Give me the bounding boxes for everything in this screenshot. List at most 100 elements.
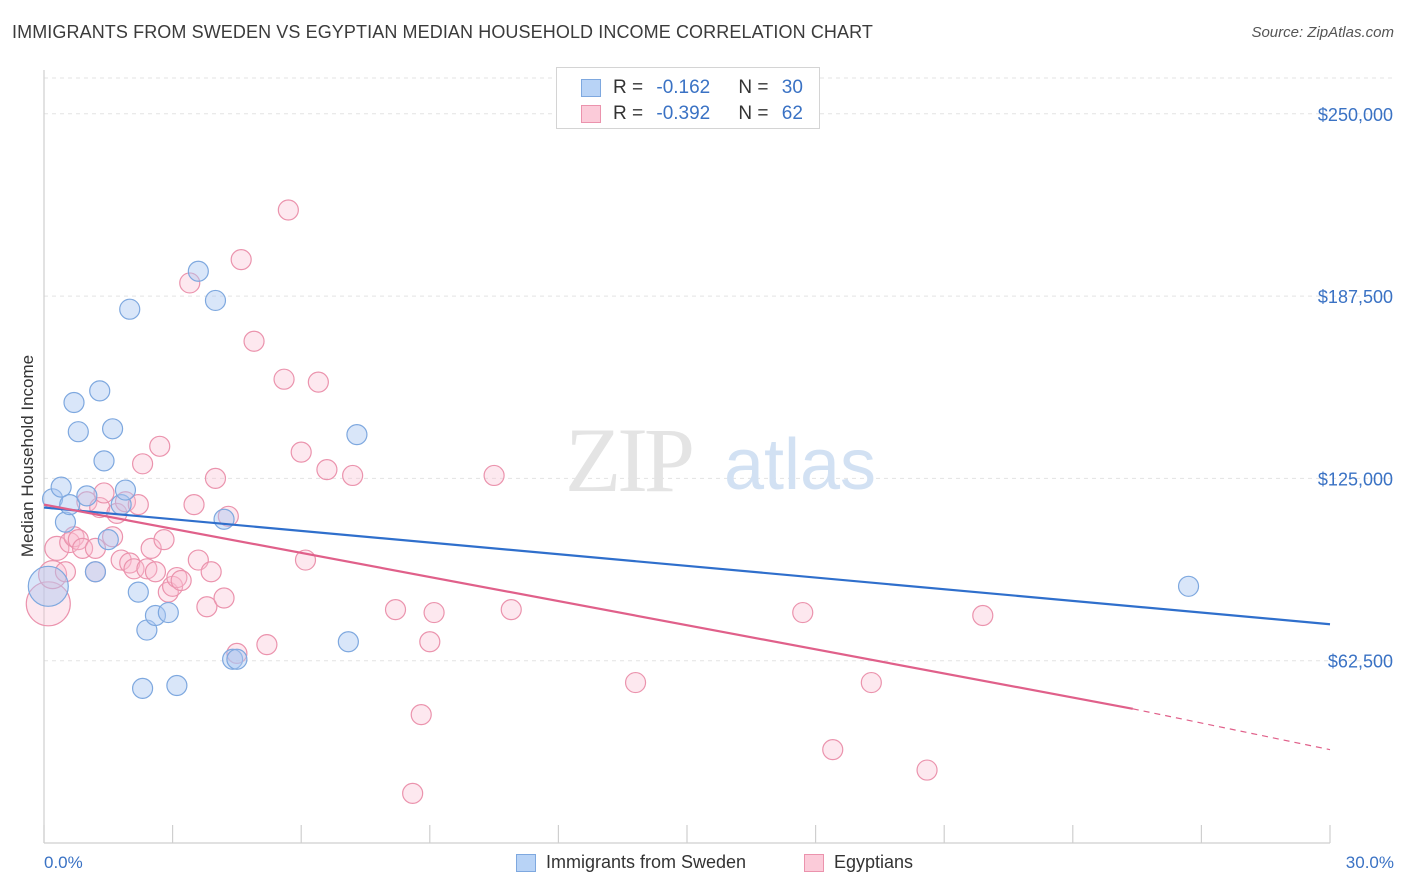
sweden-point [93,450,115,472]
egyptians-point [37,560,68,590]
egyptians-point [183,494,205,516]
sweden-point [101,418,124,440]
n-label: N = [738,77,774,98]
egyptians-point [316,459,338,481]
sweden-trend-line [43,506,1331,626]
sweden-point [337,631,359,653]
sweden-point [50,476,72,498]
egyptians-point [419,631,441,653]
egyptians-point [84,537,107,559]
sweden-point [157,601,179,624]
sweden-point [67,421,89,443]
sweden-point [131,677,154,700]
sweden-point [187,260,209,282]
egyptians-point [213,587,235,609]
egyptians-point [307,371,329,393]
watermark: ZIP atlas [565,409,876,511]
y-tick-labels: $62,500 $125,000 $187,500 $250,000 [1318,105,1393,672]
egyptians-point [54,561,77,583]
egyptians-point [500,599,522,621]
sweden-point [97,529,119,551]
egyptians-point [256,634,278,656]
sweden-point [63,391,85,414]
egyptians-point [127,494,149,516]
egyptians-points [25,199,994,805]
egyptians-point [119,552,141,574]
egyptians-point [402,782,424,805]
n-value-sweden: 30 [781,77,803,98]
source-label: Source: ZipAtlas.com [1251,24,1394,41]
egyptians-point [423,601,445,624]
egyptians-point [140,537,162,559]
y-tick-label: $187,500 [1318,287,1393,307]
egyptians-point [290,441,312,463]
egyptians-point [153,529,175,551]
sweden-points [27,260,1200,700]
sweden-legend-label: Immigrants from Sweden [546,852,747,872]
y-tick-label: $250,000 [1318,105,1393,125]
sweden-point [213,508,235,530]
r-value-sweden: -0.162 [656,77,711,98]
sweden-point [204,289,227,312]
sweden-point [54,511,77,533]
y-axis-label: Median Household Income [18,354,37,558]
n-value-egyptians: 62 [781,103,803,124]
egyptians-point [483,464,505,487]
n-label: N = [738,103,774,124]
egyptians-point [822,739,844,761]
egyptians-point [230,249,252,271]
x-tick-label-min: 0.0% [44,853,83,872]
correlation-legend: R = -0.162 N = 30 R = -0.392 N = 62 [556,67,820,129]
egyptians-point [342,464,364,487]
sweden-point [127,581,149,603]
egyptians-point [179,272,201,294]
egyptians-point [204,467,227,489]
egyptians-legend-swatch [804,853,824,872]
legend-item-egyptians[interactable]: Egyptians [804,852,913,873]
sweden-point [76,485,98,507]
egyptians-point [93,482,115,504]
egyptians-point [916,759,938,781]
egyptians-point [624,671,647,694]
egyptians-trend-line [43,503,1134,710]
r-value-egyptians: -0.392 [656,103,711,124]
legend-row-sweden: R = -0.162 N = 30 [581,76,803,100]
sweden-point [114,479,137,501]
egyptians-point [384,599,407,621]
y-tick-label: $125,000 [1318,469,1393,489]
egyptians-point [792,601,814,624]
trend-lines [43,503,1331,751]
series-legend: Immigrants from Sweden Egyptians [0,852,1406,878]
sweden-point [166,674,188,697]
egyptians-point [226,642,248,664]
egyptians-point [110,549,132,571]
grid-lines [44,77,1395,662]
egyptians-point [243,330,265,352]
sweden-point [84,561,107,583]
r-label: R = [613,77,649,98]
egyptians-point [277,199,299,221]
egyptians-point [149,435,171,457]
axes [43,70,1331,844]
sweden-point [89,380,111,402]
egyptians-point [273,368,295,390]
egyptians-point [196,596,218,618]
egyptians-point [410,704,432,726]
watermark-atlas: atlas [724,425,876,505]
egyptians-point [71,537,94,559]
egyptians-point [25,581,71,627]
egyptians-point [200,561,222,583]
egyptians-legend-label: Egyptians [834,852,914,872]
legend-row-egyptians: R = -0.392 N = 62 [581,102,803,126]
sweden-point [119,298,141,320]
egyptians-swatch [581,105,601,123]
legend-item-sweden[interactable]: Immigrants from Sweden [516,852,746,873]
y-tick-label: $62,500 [1328,652,1393,672]
sweden-legend-swatch [516,853,536,872]
egyptians-point [123,558,145,580]
egyptians-point [44,535,70,561]
chart-title: IMMIGRANTS FROM SWEDEN VS EGYPTIAN MEDIA… [12,22,874,42]
egyptians-point [59,531,81,554]
sweden-point [144,604,167,627]
